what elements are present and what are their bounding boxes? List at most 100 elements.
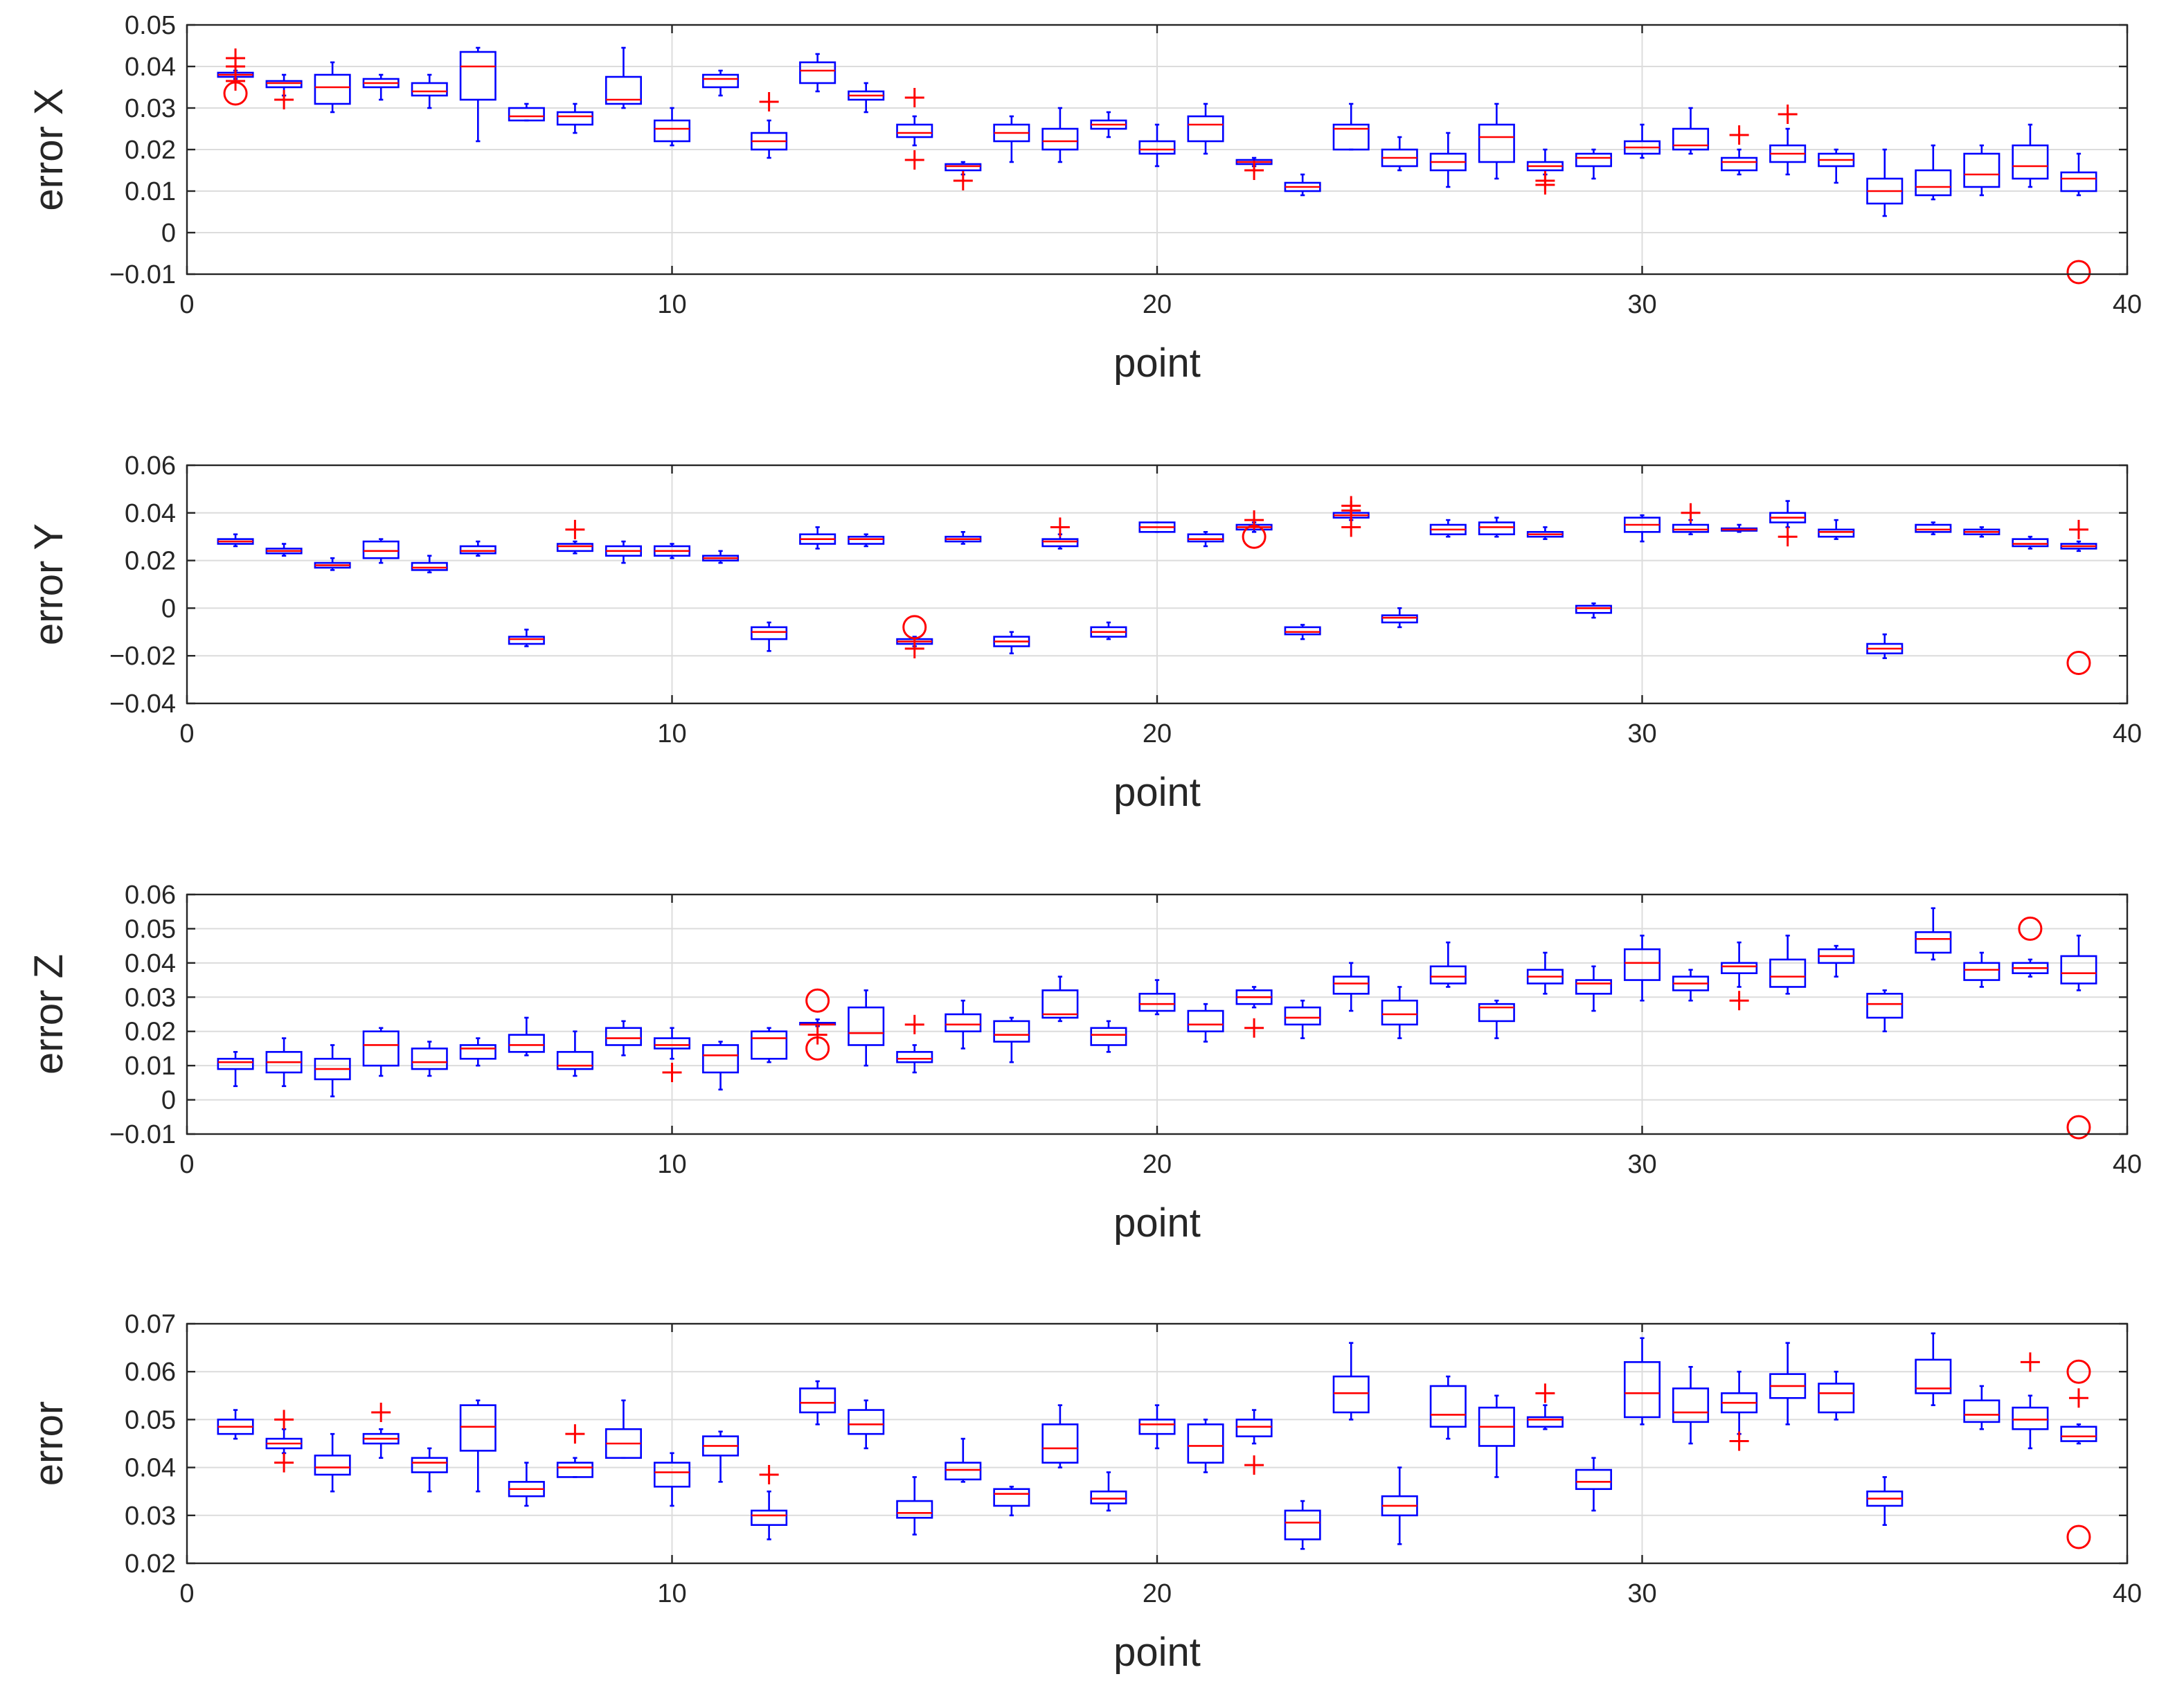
- box-iqr: [1721, 156, 1758, 172]
- outlier-plus: [1341, 517, 1361, 537]
- outlier-plus: [759, 1464, 779, 1484]
- box-iqr: [993, 1020, 1030, 1043]
- box-iqr: [459, 545, 496, 555]
- outlier-circle: [2066, 1359, 2091, 1384]
- outlier-circle: [1242, 524, 1267, 549]
- box-point-15: [896, 1476, 933, 1536]
- y-tick-label: 0.05: [125, 915, 176, 944]
- box-point-10: [653, 543, 691, 559]
- box-point-12: [751, 1490, 788, 1540]
- box-iqr: [896, 1051, 933, 1063]
- y-tick-label: −0.02: [109, 642, 176, 671]
- box-iqr: [702, 1044, 740, 1074]
- x-tick-label: 0: [179, 719, 194, 748]
- x-axis-title: point: [1113, 341, 1201, 386]
- box-iqr: [1429, 965, 1467, 985]
- box-point-26: [1429, 519, 1467, 538]
- box-point-22: [1235, 986, 1273, 1009]
- box-iqr: [702, 73, 740, 89]
- y-axis-title: error X: [26, 88, 71, 210]
- box-point-16: [945, 531, 982, 545]
- outlier-plus: [565, 1424, 585, 1444]
- x-tick-label: 0: [179, 1150, 194, 1179]
- box-iqr: [896, 1500, 933, 1519]
- box-point-10: [653, 107, 691, 147]
- box-point-26: [1429, 941, 1467, 988]
- box-iqr: [1915, 169, 1952, 197]
- box-point-28: [1526, 1404, 1564, 1430]
- box-iqr: [556, 1051, 593, 1070]
- x-tick-label: 20: [1143, 290, 1172, 319]
- box-point-19: [1090, 1020, 1127, 1053]
- box-iqr: [605, 75, 642, 105]
- box-point-32: [1721, 941, 1758, 988]
- y-tick-label: 0.02: [125, 547, 176, 576]
- box-point-25: [1381, 607, 1418, 629]
- box-point-31: [1672, 1365, 1710, 1445]
- box-point-6: [459, 540, 496, 557]
- y-tick-label: 0.06: [125, 451, 176, 480]
- outlier-plus: [1729, 125, 1749, 145]
- y-tick-label: 0.07: [125, 1310, 176, 1339]
- box-iqr: [1478, 521, 1515, 536]
- box-iqr: [1672, 127, 1710, 151]
- box-iqr: [1818, 528, 1855, 538]
- box-point-11: [702, 1041, 740, 1091]
- y-tick-label: −0.04: [109, 690, 176, 719]
- box-point-25: [1381, 1466, 1418, 1545]
- box-point-24: [1332, 1342, 1370, 1421]
- box-point-38: [2012, 958, 2049, 978]
- box-iqr: [556, 111, 593, 126]
- box-iqr: [1187, 533, 1224, 543]
- box-iqr: [1381, 614, 1418, 624]
- outlier-circle: [2066, 1115, 2091, 1140]
- x-tick-label: 40: [2113, 290, 2142, 319]
- x-axis-title: point: [1113, 770, 1201, 815]
- box-point-29: [1575, 602, 1612, 619]
- x-tick-label: 20: [1143, 1579, 1172, 1608]
- box-point-22: [1235, 1409, 1273, 1445]
- outlier-circle: [805, 1036, 830, 1061]
- box-iqr: [1284, 1509, 1321, 1540]
- outlier-plus: [904, 1014, 924, 1034]
- box-iqr: [1332, 123, 1370, 151]
- box-point-11: [702, 550, 740, 564]
- box-iqr: [1623, 948, 1661, 981]
- box-point-3: [314, 1044, 351, 1097]
- box-iqr: [1963, 1399, 2001, 1423]
- box-iqr: [1672, 1387, 1710, 1423]
- box-iqr: [799, 61, 836, 84]
- box-iqr: [751, 1509, 788, 1526]
- box-point-35: [1866, 1476, 1904, 1526]
- box-iqr: [1575, 604, 1612, 614]
- x-tick-label: 40: [2113, 719, 2142, 748]
- outlier-plus: [904, 150, 924, 170]
- box-iqr: [1478, 123, 1515, 163]
- box-point-4: [362, 1428, 400, 1459]
- box-iqr: [1915, 931, 1952, 954]
- box-iqr: [1381, 999, 1418, 1026]
- x-tick-label: 10: [657, 290, 686, 319]
- x-tick-label: 30: [1627, 719, 1656, 748]
- outlier-circle: [2066, 651, 2091, 676]
- box-iqr: [1284, 1006, 1321, 1026]
- box-point-11: [702, 69, 740, 97]
- outlier-plus: [274, 1410, 294, 1430]
- box-iqr: [1138, 140, 1176, 155]
- outlier-plus: [1244, 1018, 1264, 1038]
- box-point-34: [1818, 519, 1855, 540]
- box-iqr: [605, 1027, 642, 1046]
- box-point-17: [993, 115, 1030, 163]
- box-iqr: [1187, 1423, 1224, 1464]
- box-point-7: [508, 629, 545, 647]
- box-iqr: [459, 51, 496, 101]
- box-iqr: [1041, 1423, 1079, 1464]
- chart-panel-1: 0 10 20 30 40−0.0100.010.020.030.040.05point…: [26, 11, 2142, 386]
- outlier-plus: [1341, 501, 1361, 521]
- x-tick-label: 20: [1143, 719, 1172, 748]
- box-point-33: [1769, 1342, 1807, 1426]
- box-point-34: [1818, 944, 1855, 978]
- box-point-24: [1332, 102, 1370, 151]
- box-point-15: [896, 115, 933, 147]
- box-iqr: [1672, 523, 1710, 533]
